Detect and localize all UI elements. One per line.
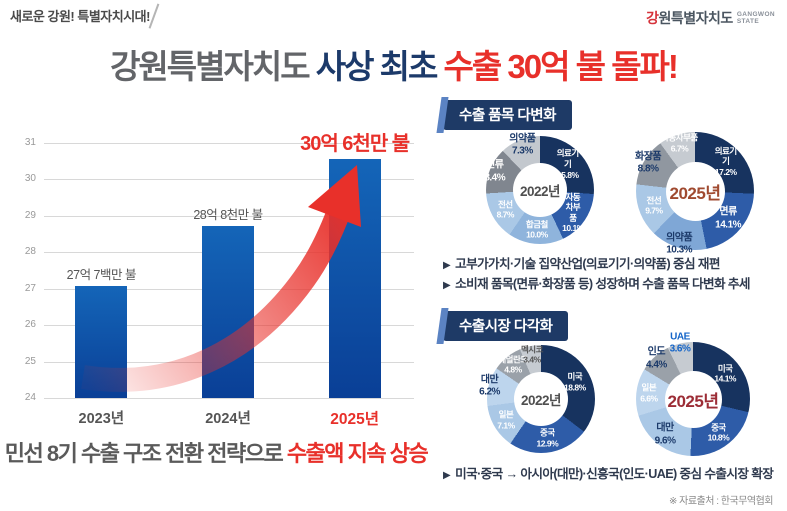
y-axis-tick: 26 <box>24 319 36 331</box>
logo-english-line1: GANGWON <box>736 10 775 18</box>
donut-center: 2022년 <box>514 372 568 426</box>
donut-segment-label: UAE 3.6% <box>669 331 691 355</box>
donut-markets-2025: 2025년 미국 14.1% 중국 10.8% 대만 9.6% 일본 6.6% 인도 4.… <box>636 331 750 456</box>
y-axis-tick: 25 <box>24 355 36 367</box>
donut-segment-label: 면류 14.1% <box>715 206 742 231</box>
donut-segment-label: 미국 14.1% <box>714 362 736 384</box>
title-region: 강원특별자치도 <box>110 48 316 85</box>
donut-year-label: 2022년 <box>520 184 560 199</box>
export-bar <box>328 159 381 398</box>
title-first-ever: 사상 최초 <box>315 48 444 85</box>
donut-center: 2022년 <box>513 163 567 217</box>
bullet-item: ▶ 고부가가치·기술 집약산업(의료기기·의약품) 중심 재편 <box>443 254 787 274</box>
bullet-marker-icon: ▶ <box>443 470 451 481</box>
section-title-product-diversification: 수출 품목 다변화 <box>443 100 576 135</box>
export-bar <box>202 225 254 398</box>
bottom-message-plain: 민선 8기 수출 구조 전환 전략으로 <box>4 441 287 466</box>
logo-rest-chars: 원특별자치도 <box>658 10 734 26</box>
y-axis-tick: 29 <box>24 209 36 221</box>
bullet-marker-icon: ▶ <box>443 260 451 271</box>
product-bullets: ▶ 고부가가치·기술 집약산업(의료기기·의약품) 중심 재편 ▶ 소비재 품목(면… <box>443 254 787 295</box>
y-axis-tick: 28 <box>24 246 36 258</box>
bullet-item: ▶ 미국·중국 → 아시아(대만)·신흥국(인도·UAE) 중심 수출시장 확장 <box>443 464 787 484</box>
gridline <box>44 398 414 399</box>
logo-english-line2: STATE <box>736 18 760 25</box>
donut-year-label: 2022년 <box>521 393 561 408</box>
donut-segment-label: 인도 4.4% <box>645 346 667 371</box>
donut-products-2022: 2022년 의료기기 15.8% 자동차부품 10.1% 합금철 10.0% 전선 8.… <box>484 133 594 244</box>
x-axis-label: 2025년 <box>330 411 380 428</box>
bullet-text: 소비재 품목(면류·화장품 등) 성장하며 수출 품목 다변화 추세 <box>455 277 750 292</box>
bar-value-label: 27억 7백만 불 <box>66 268 137 283</box>
gangwon-state-logo: 강원특별자치도 GANGWON STATE <box>646 8 775 28</box>
y-axis-tick: 31 <box>24 137 36 148</box>
donut-segment-label: 일본 7.1% <box>497 409 515 431</box>
logo-korean-text: 강원특별자치도 <box>646 8 733 28</box>
donut-products-2025: 2025년 의료기기 17.2% 면류 14.1% 의약품 10.3% 전선 9.7% 화… <box>635 132 754 256</box>
donut-segment-label: 자동차부품 6.7% <box>661 132 698 154</box>
donut-segment-label: 중국 12.9% <box>536 427 559 449</box>
bullet-text: 고부가가치·기술 집약산업(의료기기·의약품) 중심 재편 <box>455 257 720 271</box>
donut-segment-label: 대만 9.6% <box>654 422 676 447</box>
donut-year-label: 2025년 <box>669 183 721 203</box>
data-source-note: ※ 자료출처 : 한국무역협회 <box>669 496 774 507</box>
title-export-record: 수출 30억 불 돌파! <box>443 48 679 85</box>
donut-markets-2022: 2022년 미국 18.8% 중국 12.9% 일본 7.1% 대만 6.2% 네덜란드 … <box>479 343 595 453</box>
y-axis-tick: 30 <box>24 173 36 185</box>
donut-segment-label: 의약품 7.3% <box>509 133 536 157</box>
bar-value-label: 30억 6천만 불 <box>300 133 410 156</box>
donut-segment-label: 합금철 10.0% <box>525 219 548 240</box>
y-axis-tick: 24 <box>24 392 36 403</box>
y-axis-tick: 27 <box>24 282 36 294</box>
bottom-message-accent: 수출액 지속 상승 <box>286 441 429 466</box>
donut-segment-label: 화장품 8.8% <box>635 151 662 175</box>
market-bullets: ▶ 미국·중국 → 아시아(대만)·신흥국(인도·UAE) 중심 수출시장 확장 <box>443 464 787 484</box>
donut-center: 2025년 <box>664 370 722 428</box>
donut-center: 2025년 <box>665 161 725 221</box>
gridline <box>44 143 414 144</box>
donut-segment-label: 멕시코 3.4% <box>520 343 543 365</box>
bullet-item: ▶ 소비재 품목(면류·화장품 등) 성장하며 수출 품목 다변화 추세 <box>443 274 787 294</box>
top-slogan: 새로운 강원! 특별자치시대! <box>10 9 150 24</box>
x-axis-label: 2023년 <box>78 411 125 427</box>
donut-segment-label: 중국 10.8% <box>707 422 730 443</box>
export-bar <box>75 286 128 398</box>
bottom-message: 민선 8기 수출 구조 전환 전략으로 수출액 지속 상승 <box>2 436 430 468</box>
gridline <box>44 179 414 181</box>
donut-segment-label: 일본 6.6% <box>640 382 658 404</box>
x-axis-label: 2024년 <box>205 411 251 427</box>
donut-segment-label: 대만 6.2% <box>479 374 500 398</box>
bar-value-label: 28억 8천만 불 <box>193 207 263 222</box>
page-title: 강원특별자치도 사상 최초 수출 30억 불 돌파! <box>0 40 787 88</box>
donut-segment-label: 미국 18.8% <box>564 371 586 393</box>
bullet-marker-icon: ▶ <box>443 280 451 292</box>
logo-first-char: 강 <box>646 10 659 26</box>
slogan-divider-line <box>148 3 159 29</box>
donut-year-label: 2025년 <box>667 391 719 411</box>
logo-english-text: GANGWON STATE <box>737 11 775 26</box>
donut-segment-label: 면류 8.4% <box>484 159 506 184</box>
donut-segment-label: 전선 8.7% <box>496 199 515 220</box>
section-title-market-diversification: 수출시장 다각화 <box>443 311 573 346</box>
export-bar-chart: 24 25 26 27 28 29 30 31 2023년 27억 7백만 불 2024년 28억 8… <box>8 115 420 428</box>
donut-segment-label: 네덜란드 4.8% <box>498 354 528 375</box>
donut-segment-label: 전선 9.7% <box>645 195 663 216</box>
bullet-text: 미국·중국 → 아시아(대만)·신흥국(인도·UAE) 중심 수출시장 확장 <box>455 467 774 481</box>
